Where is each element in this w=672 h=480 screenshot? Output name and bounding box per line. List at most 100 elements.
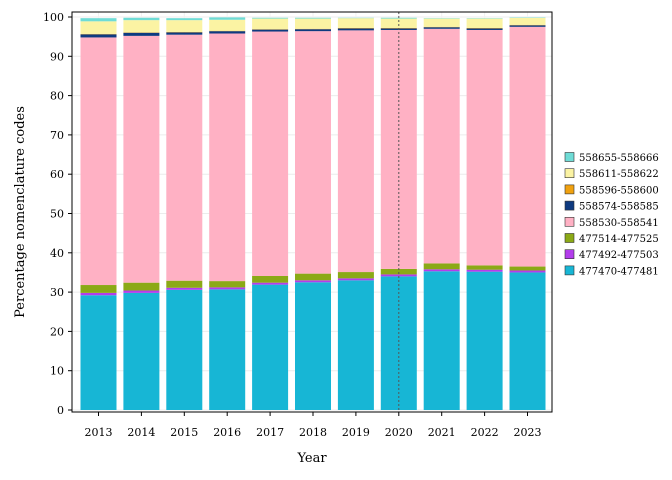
bar-segment	[209, 281, 246, 288]
legend-item: 477514-477525	[564, 233, 659, 245]
bar-segment	[380, 268, 417, 275]
bar-segment	[123, 290, 160, 293]
bar-segment	[295, 282, 331, 410]
bar-stack-2015	[166, 18, 203, 410]
y-axis-title: Percentage nomenclature codes	[13, 106, 28, 318]
bar-segment	[209, 289, 246, 410]
y-tick-label: 50	[50, 208, 64, 221]
bar-segment	[337, 18, 374, 29]
bar-segment	[423, 27, 460, 29]
bar-segment	[123, 282, 160, 291]
bar-segment	[466, 269, 503, 272]
bar-segment	[466, 28, 503, 30]
bar-segment	[80, 37, 117, 286]
bar-segment	[380, 274, 417, 277]
legend-label: 558530-558541	[579, 218, 659, 229]
legend-label: 477492-477503	[579, 250, 659, 261]
bar-segment	[295, 29, 331, 32]
x-tick-label: 2017	[256, 426, 284, 439]
bar-segment	[209, 287, 246, 290]
bar-segment	[423, 28, 460, 264]
bar-stack-2014	[123, 17, 160, 410]
bar-segment	[166, 280, 203, 288]
bar-segment	[380, 276, 417, 410]
bar-segment	[80, 34, 117, 38]
bar-segment	[380, 18, 417, 29]
y-tick-label: 20	[50, 325, 64, 338]
legend-item: 558655-558666	[564, 152, 659, 164]
y-tick-label: 30	[50, 286, 64, 299]
legend-label: 558655-558666	[579, 153, 659, 164]
x-tick-label: 2021	[428, 426, 456, 439]
bar-segment	[252, 18, 289, 30]
x-axis-title: Year	[296, 451, 327, 466]
y-tick-label: 0	[57, 404, 64, 417]
bar-stack-2022	[466, 18, 503, 410]
bar-segment	[166, 32, 203, 35]
bar-segment	[252, 31, 289, 276]
bar-stack-2019	[337, 17, 374, 410]
bar-segment	[209, 33, 246, 282]
y-tick-label: 10	[50, 365, 64, 378]
legend-label: 477470-477481	[579, 266, 659, 277]
bar-segment	[295, 31, 331, 274]
bar-segment	[166, 20, 203, 32]
bar-segment	[80, 295, 117, 410]
y-tick-label: 70	[50, 129, 64, 142]
legend-item: 477470-477481	[564, 265, 659, 277]
legend-item: 558596-558600	[564, 184, 659, 196]
bar-segment	[423, 271, 460, 410]
bar-segment	[380, 17, 417, 19]
bar-segment	[337, 272, 374, 279]
bar-stack-2023	[509, 17, 546, 410]
legend-swatch	[564, 249, 575, 259]
legend-item: 558574-558585	[564, 200, 659, 213]
x-tick-label: 2019	[342, 426, 370, 439]
legend-label: 477514-477525	[579, 234, 659, 245]
legend-label: 558574-558585	[579, 202, 659, 213]
bar-segment	[509, 25, 546, 27]
bar-segment	[337, 30, 374, 273]
bar-segment	[466, 271, 503, 410]
legend-swatch	[564, 168, 575, 178]
x-axis: 2013 2014 2015 2016 2017 2018 2019 2020 2021 2022…	[85, 412, 542, 439]
legend-item: 558530-558541	[564, 217, 659, 229]
bar-segment	[423, 18, 460, 27]
bar-segment	[295, 273, 331, 281]
bar-segment	[509, 272, 546, 410]
bar-segment	[166, 289, 203, 410]
bar-segment	[252, 275, 289, 283]
bar-segment	[337, 28, 374, 31]
bar-segment	[209, 19, 246, 31]
bar-stack-2021	[423, 18, 460, 410]
y-tick-label: 40	[50, 247, 64, 260]
bar-segment	[166, 287, 203, 290]
legend-swatch	[564, 233, 575, 243]
bar-segment	[80, 292, 117, 296]
legend-swatch	[564, 217, 575, 227]
x-tick-label: 2022	[471, 426, 499, 439]
bar-stacks	[80, 17, 546, 410]
bar-segment	[123, 20, 160, 33]
bar-stack-2018	[295, 17, 331, 410]
bar-segment	[466, 18, 503, 29]
bar-segment	[209, 17, 246, 20]
bar-segment	[295, 18, 331, 29]
bar-stack-2013	[80, 18, 117, 410]
bar-segment	[123, 32, 160, 36]
y-axis: 0 10 20 30 40 50 60 70 80 90 100	[43, 11, 72, 417]
bar-segment	[423, 269, 460, 272]
x-tick-label: 2023	[514, 426, 542, 439]
bar-segment	[80, 21, 117, 34]
bar-segment	[337, 280, 374, 410]
bar-segment	[123, 35, 160, 283]
legend: 558655-558666 558611-558622 558596-558600 5…	[564, 152, 659, 277]
bar-segment	[252, 282, 289, 285]
bar-segment	[509, 270, 546, 273]
bar-segment	[423, 263, 460, 270]
bar-segment	[166, 18, 203, 21]
bar-segment	[295, 280, 331, 283]
bar-segment	[295, 17, 331, 19]
legend-item: 477492-477503	[564, 249, 659, 261]
